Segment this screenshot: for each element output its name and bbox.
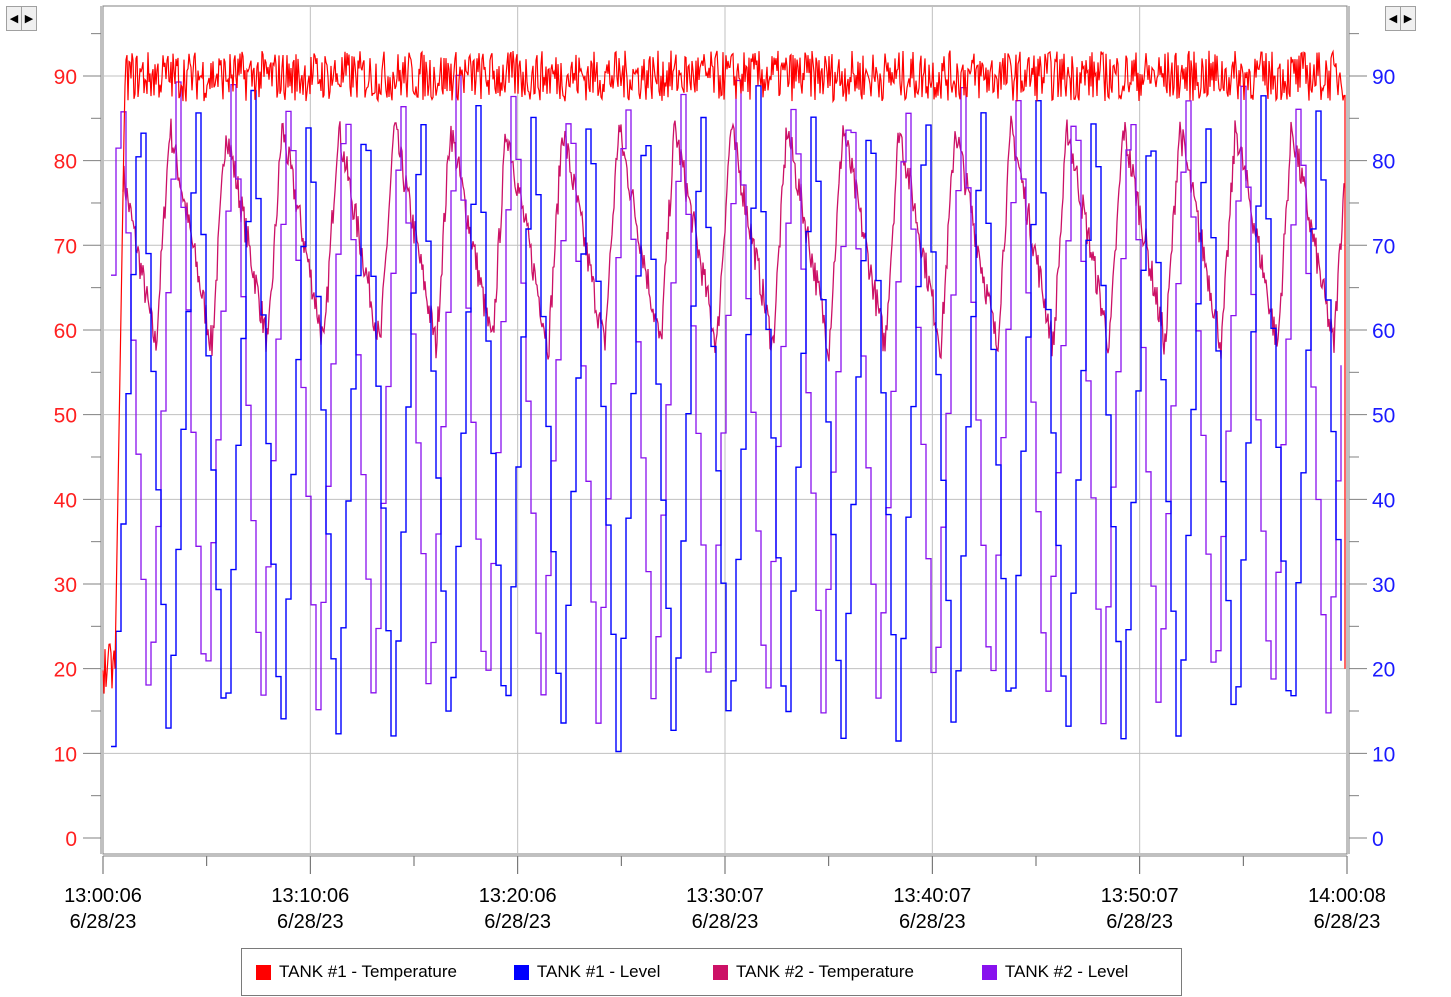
legend-swatch <box>713 964 729 980</box>
series-tank2-level <box>111 74 1342 725</box>
y-right-tick-label: 10 <box>1372 743 1395 766</box>
axis-layer <box>83 6 1367 874</box>
y-left-tick-label: 10 <box>54 743 77 766</box>
y-right-tick-label: 60 <box>1372 320 1395 343</box>
y-left-tick-label: 60 <box>54 320 77 343</box>
y-left-tick-label: 50 <box>54 405 77 428</box>
legend-label: TANK #2 - Temperature <box>736 962 914 981</box>
label-layer: 0 0 10 10 20 20 30 30 40 40 50 50 60 60 70 70 80 80 90 90 13… <box>54 66 1396 933</box>
x-tick-date-label: 6/28/23 <box>277 911 344 933</box>
x-tick-time-label: 13:50:07 <box>1101 885 1179 907</box>
scroll-left-icon[interactable]: ◀ <box>7 7 22 30</box>
x-tick-date-label: 6/28/23 <box>1314 911 1381 933</box>
x-tick-date-label: 6/28/23 <box>484 911 551 933</box>
left-scroll-buttons[interactable]: ◀ ▶ <box>6 6 37 31</box>
y-left-tick-label: 70 <box>54 235 77 258</box>
y-right-tick-label: 20 <box>1372 659 1395 682</box>
x-tick-date-label: 6/28/23 <box>692 911 759 933</box>
x-tick-time-label: 13:30:07 <box>686 885 764 907</box>
x-tick-date-label: 6/28/23 <box>70 911 137 933</box>
series-tank1-level <box>111 85 1342 753</box>
y-left-tick-label: 30 <box>54 574 77 597</box>
x-tick-date-label: 6/28/23 <box>899 911 966 933</box>
y-right-tick-label: 90 <box>1372 66 1395 89</box>
y-right-tick-label: 50 <box>1372 405 1395 428</box>
series-tank1-temperature <box>102 49 1346 694</box>
scroll-left-icon[interactable]: ◀ <box>1386 7 1401 30</box>
legend-label: TANK #1 - Temperature <box>279 962 457 981</box>
x-tick-time-label: 14:00:08 <box>1308 885 1386 907</box>
right-scroll-buttons[interactable]: ◀ ▶ <box>1385 6 1416 31</box>
y-left-tick-label: 90 <box>54 66 77 89</box>
legend: TANK #1 - Temperature TANK #1 - Level TANK… <box>241 948 1182 996</box>
y-right-tick-label: 0 <box>1372 828 1384 851</box>
x-tick-time-label: 13:00:06 <box>64 885 142 907</box>
y-left-tick-label: 20 <box>54 659 77 682</box>
y-right-tick-label: 30 <box>1372 574 1395 597</box>
x-tick-date-label: 6/28/23 <box>1106 911 1173 933</box>
scroll-right-icon[interactable]: ▶ <box>1403 13 1413 25</box>
legend-swatch <box>981 964 997 980</box>
x-tick-time-label: 13:40:07 <box>893 885 971 907</box>
legend-swatch <box>513 964 529 980</box>
legend-item: TANK #1 - Temperature <box>256 962 514 982</box>
legend-label: TANK #1 - Level <box>536 962 661 981</box>
legend-item: TANK #2 - Level <box>981 962 1181 982</box>
y-right-tick-label: 70 <box>1372 235 1395 258</box>
y-left-tick-label: 40 <box>54 489 77 512</box>
legend-item: TANK #2 - Temperature <box>713 962 982 982</box>
legend-item: TANK #1 - Level <box>513 962 713 982</box>
series-tank2-temperature <box>122 115 1346 362</box>
y-right-tick-label: 80 <box>1372 151 1395 174</box>
scroll-right-icon[interactable]: ▶ <box>24 13 34 25</box>
legend-swatch <box>256 964 271 980</box>
series-layer <box>102 49 1346 753</box>
y-left-tick-label: 80 <box>54 151 77 174</box>
x-tick-time-label: 13:20:06 <box>479 885 557 907</box>
y-right-tick-label: 40 <box>1372 489 1395 512</box>
x-tick-time-label: 13:10:06 <box>271 885 349 907</box>
legend-label: TANK #2 - Level <box>1004 962 1129 981</box>
y-left-tick-label: 0 <box>65 828 77 851</box>
